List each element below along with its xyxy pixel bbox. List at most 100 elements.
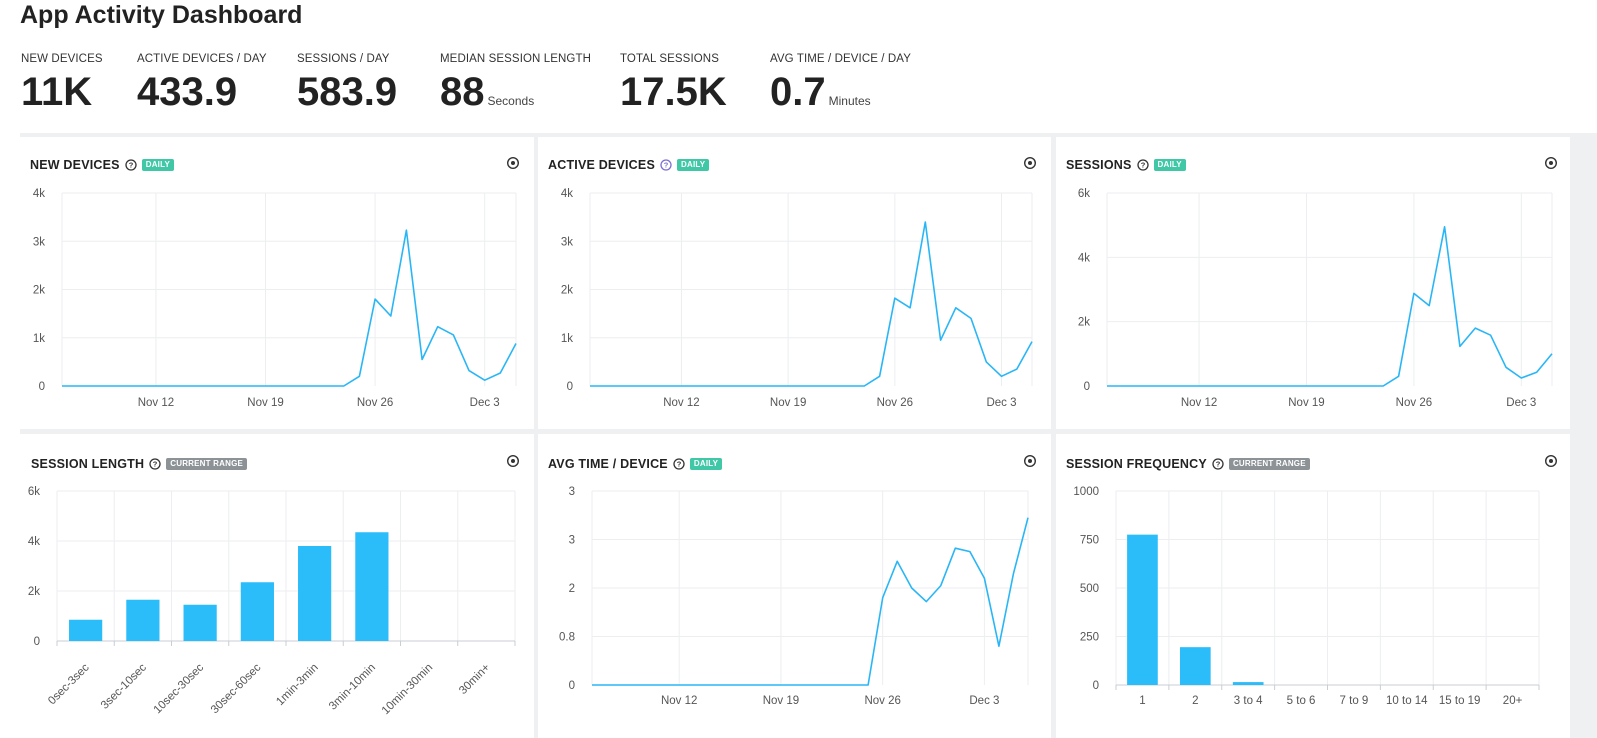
- card-avg-time-per-device: AVG TIME / DEVICE ? DAILY 0 0.8 2 3 3 Nov 12 N…: [538, 434, 1051, 738]
- y-tick-label: 4k: [28, 536, 40, 548]
- y-tick-label: 4k: [1078, 252, 1090, 264]
- y-tick-label: 0: [34, 636, 40, 648]
- y-tick-label: 4k: [561, 188, 573, 200]
- kpi-new-devices: NEW DEVICES 11K: [21, 52, 103, 123]
- bar: [126, 599, 160, 641]
- kpi-value: 433.9: [137, 70, 238, 114]
- card-title: ACTIVE DEVICES: [548, 158, 655, 172]
- x-tick-label: Nov 12: [138, 397, 174, 409]
- y-tick-label: 3k: [561, 236, 573, 248]
- card-header: SESSION FREQUENCY ? CURRENT RANGE: [1066, 456, 1310, 472]
- x-tick-label: 30min+: [457, 661, 493, 697]
- gear-icon[interactable]: [506, 156, 520, 170]
- sessions-chart: 0 2k 4k 6k Nov 12 Nov 19 Nov 26 Dec 3: [1078, 188, 1553, 409]
- card-header: SESSION LENGTH ? CURRENT RANGE: [31, 456, 248, 472]
- kpi-value: 17.5K: [620, 70, 727, 114]
- y-tick-label: 0.8: [559, 632, 575, 644]
- y-tick-label: 2k: [28, 586, 40, 598]
- series-line: [62, 229, 517, 387]
- y-tick-label: 0: [1093, 680, 1099, 692]
- session-length-chart: 0 2k 4k 6k 0sec-3sec 3sec-10sec 10sec-30sec 30s…: [28, 486, 516, 717]
- gear-icon[interactable]: [1544, 454, 1558, 468]
- kpi-avg-time-per-device-per-day: AVG TIME / DEVICE / DAY 0.7 Minutes: [770, 52, 911, 123]
- x-tick-label: Nov 19: [1288, 397, 1324, 409]
- x-tick-label: 7 to 9: [1340, 695, 1369, 707]
- series-line: [1107, 226, 1553, 387]
- card-title: SESSIONS: [1066, 158, 1132, 172]
- kpi-value: 0.7: [770, 70, 826, 114]
- x-tick-label: 3min-10min: [327, 662, 378, 713]
- series-line: [590, 221, 1033, 387]
- x-tick-label: 10 to 14: [1386, 695, 1428, 707]
- card-active-devices: ACTIVE DEVICES ? DAILY 0 1k 2k 3k 4k Nov 12 No…: [538, 137, 1051, 429]
- bar: [1179, 647, 1211, 685]
- y-tick-label: 3: [569, 486, 575, 498]
- card-title: SESSION FREQUENCY: [1066, 457, 1207, 471]
- bar: [355, 532, 389, 641]
- x-tick-label: Nov 12: [663, 397, 699, 409]
- help-circle-icon[interactable]: ?: [149, 458, 161, 470]
- x-tick-label: Dec 3: [1506, 397, 1536, 409]
- kpi-unit: Minutes: [828, 94, 871, 108]
- x-tick-label: 1: [1139, 695, 1145, 707]
- card-new-devices: NEW DEVICES ? DAILY 0 1k 2k 3k 4k Nov 12 Nov 1…: [20, 137, 534, 429]
- x-tick-label: Nov 12: [661, 695, 697, 707]
- kpi-value: 11K: [21, 70, 93, 114]
- help-circle-icon[interactable]: ?: [1136, 159, 1149, 171]
- help-circle-icon[interactable]: ?: [660, 159, 672, 171]
- x-tick-label: 2: [1192, 695, 1198, 707]
- gear-icon[interactable]: [1544, 156, 1558, 170]
- y-tick-label: 6k: [28, 486, 40, 498]
- kpi-label: ACTIVE DEVICES / DAY: [137, 53, 267, 65]
- kpi-total-sessions: TOTAL SESSIONS 17.5K: [620, 52, 730, 123]
- gear-icon[interactable]: [1023, 454, 1037, 468]
- y-tick-label: 0: [569, 680, 575, 692]
- help-circle-icon[interactable]: ?: [125, 159, 137, 171]
- x-tick-label: 5 to 6: [1287, 695, 1316, 707]
- y-tick-label: 4k: [33, 188, 45, 200]
- card-title: NEW DEVICES: [30, 158, 120, 172]
- kpi-label: TOTAL SESSIONS: [620, 53, 719, 65]
- card-header: AVG TIME / DEVICE ? DAILY: [548, 456, 723, 472]
- y-tick-label: 0: [39, 381, 45, 393]
- help-circle-icon[interactable]: ?: [673, 458, 685, 470]
- kpi-value: 583.9: [297, 70, 398, 114]
- kpi-active-devices-per-day: ACTIVE DEVICES / DAY 433.9: [137, 52, 267, 123]
- y-tick-label: 2k: [561, 285, 573, 297]
- y-tick-label: 750: [1080, 535, 1099, 547]
- kpi-value: 88: [440, 70, 485, 114]
- x-tick-label: Nov 26: [864, 695, 900, 707]
- card-title: AVG TIME / DEVICE: [548, 457, 668, 471]
- card-header: SESSIONS ? DAILY: [1066, 157, 1186, 173]
- help-circle-icon[interactable]: ?: [1212, 458, 1224, 470]
- x-tick-label: 15 to 19: [1439, 695, 1481, 707]
- page-title: App Activity Dashboard: [20, 1, 303, 29]
- gear-icon[interactable]: [1023, 156, 1037, 170]
- x-tick-label: Dec 3: [969, 695, 999, 707]
- gear-icon[interactable]: [506, 454, 520, 468]
- x-tick-label: Nov 26: [357, 397, 393, 409]
- active-devices-chart: 0 1k 2k 3k 4k Nov 12 Nov 19 Nov 26 Dec 3: [561, 188, 1033, 409]
- bar: [183, 604, 217, 641]
- kpi-sessions-per-day: SESSIONS / DAY 583.9: [297, 52, 400, 123]
- current-range-badge: CURRENT RANGE: [1228, 458, 1310, 470]
- card-session-length: SESSION LENGTH ? CURRENT RANGE 0 2k 4k 6k 0s…: [20, 434, 534, 738]
- svg-text:?: ?: [1216, 460, 1221, 469]
- daily-badge: DAILY: [1153, 159, 1186, 171]
- current-range-badge: CURRENT RANGE: [166, 458, 248, 470]
- y-tick-label: 0: [1084, 381, 1090, 393]
- kpi-label: AVG TIME / DEVICE / DAY: [770, 53, 911, 65]
- x-tick-label: Dec 3: [986, 397, 1016, 409]
- y-tick-label: 250: [1080, 632, 1099, 644]
- y-tick-label: 2k: [33, 285, 45, 297]
- session-frequency-chart: 0 250 500 750 1000 1 2 3 to 4 5 to 6 7 to 9 10 to …: [1073, 486, 1540, 707]
- bar: [298, 546, 332, 641]
- kpi-label: SESSIONS / DAY: [297, 53, 390, 65]
- x-tick-label: 10sec-30sec: [152, 661, 207, 716]
- x-tick-label: Dec 3: [470, 397, 500, 409]
- x-tick-label: Nov 26: [1396, 397, 1432, 409]
- x-tick-label: 1min-3min: [274, 662, 320, 708]
- card-header: NEW DEVICES ? DAILY: [30, 157, 174, 173]
- y-tick-label: 1k: [33, 333, 45, 345]
- bar: [69, 619, 103, 641]
